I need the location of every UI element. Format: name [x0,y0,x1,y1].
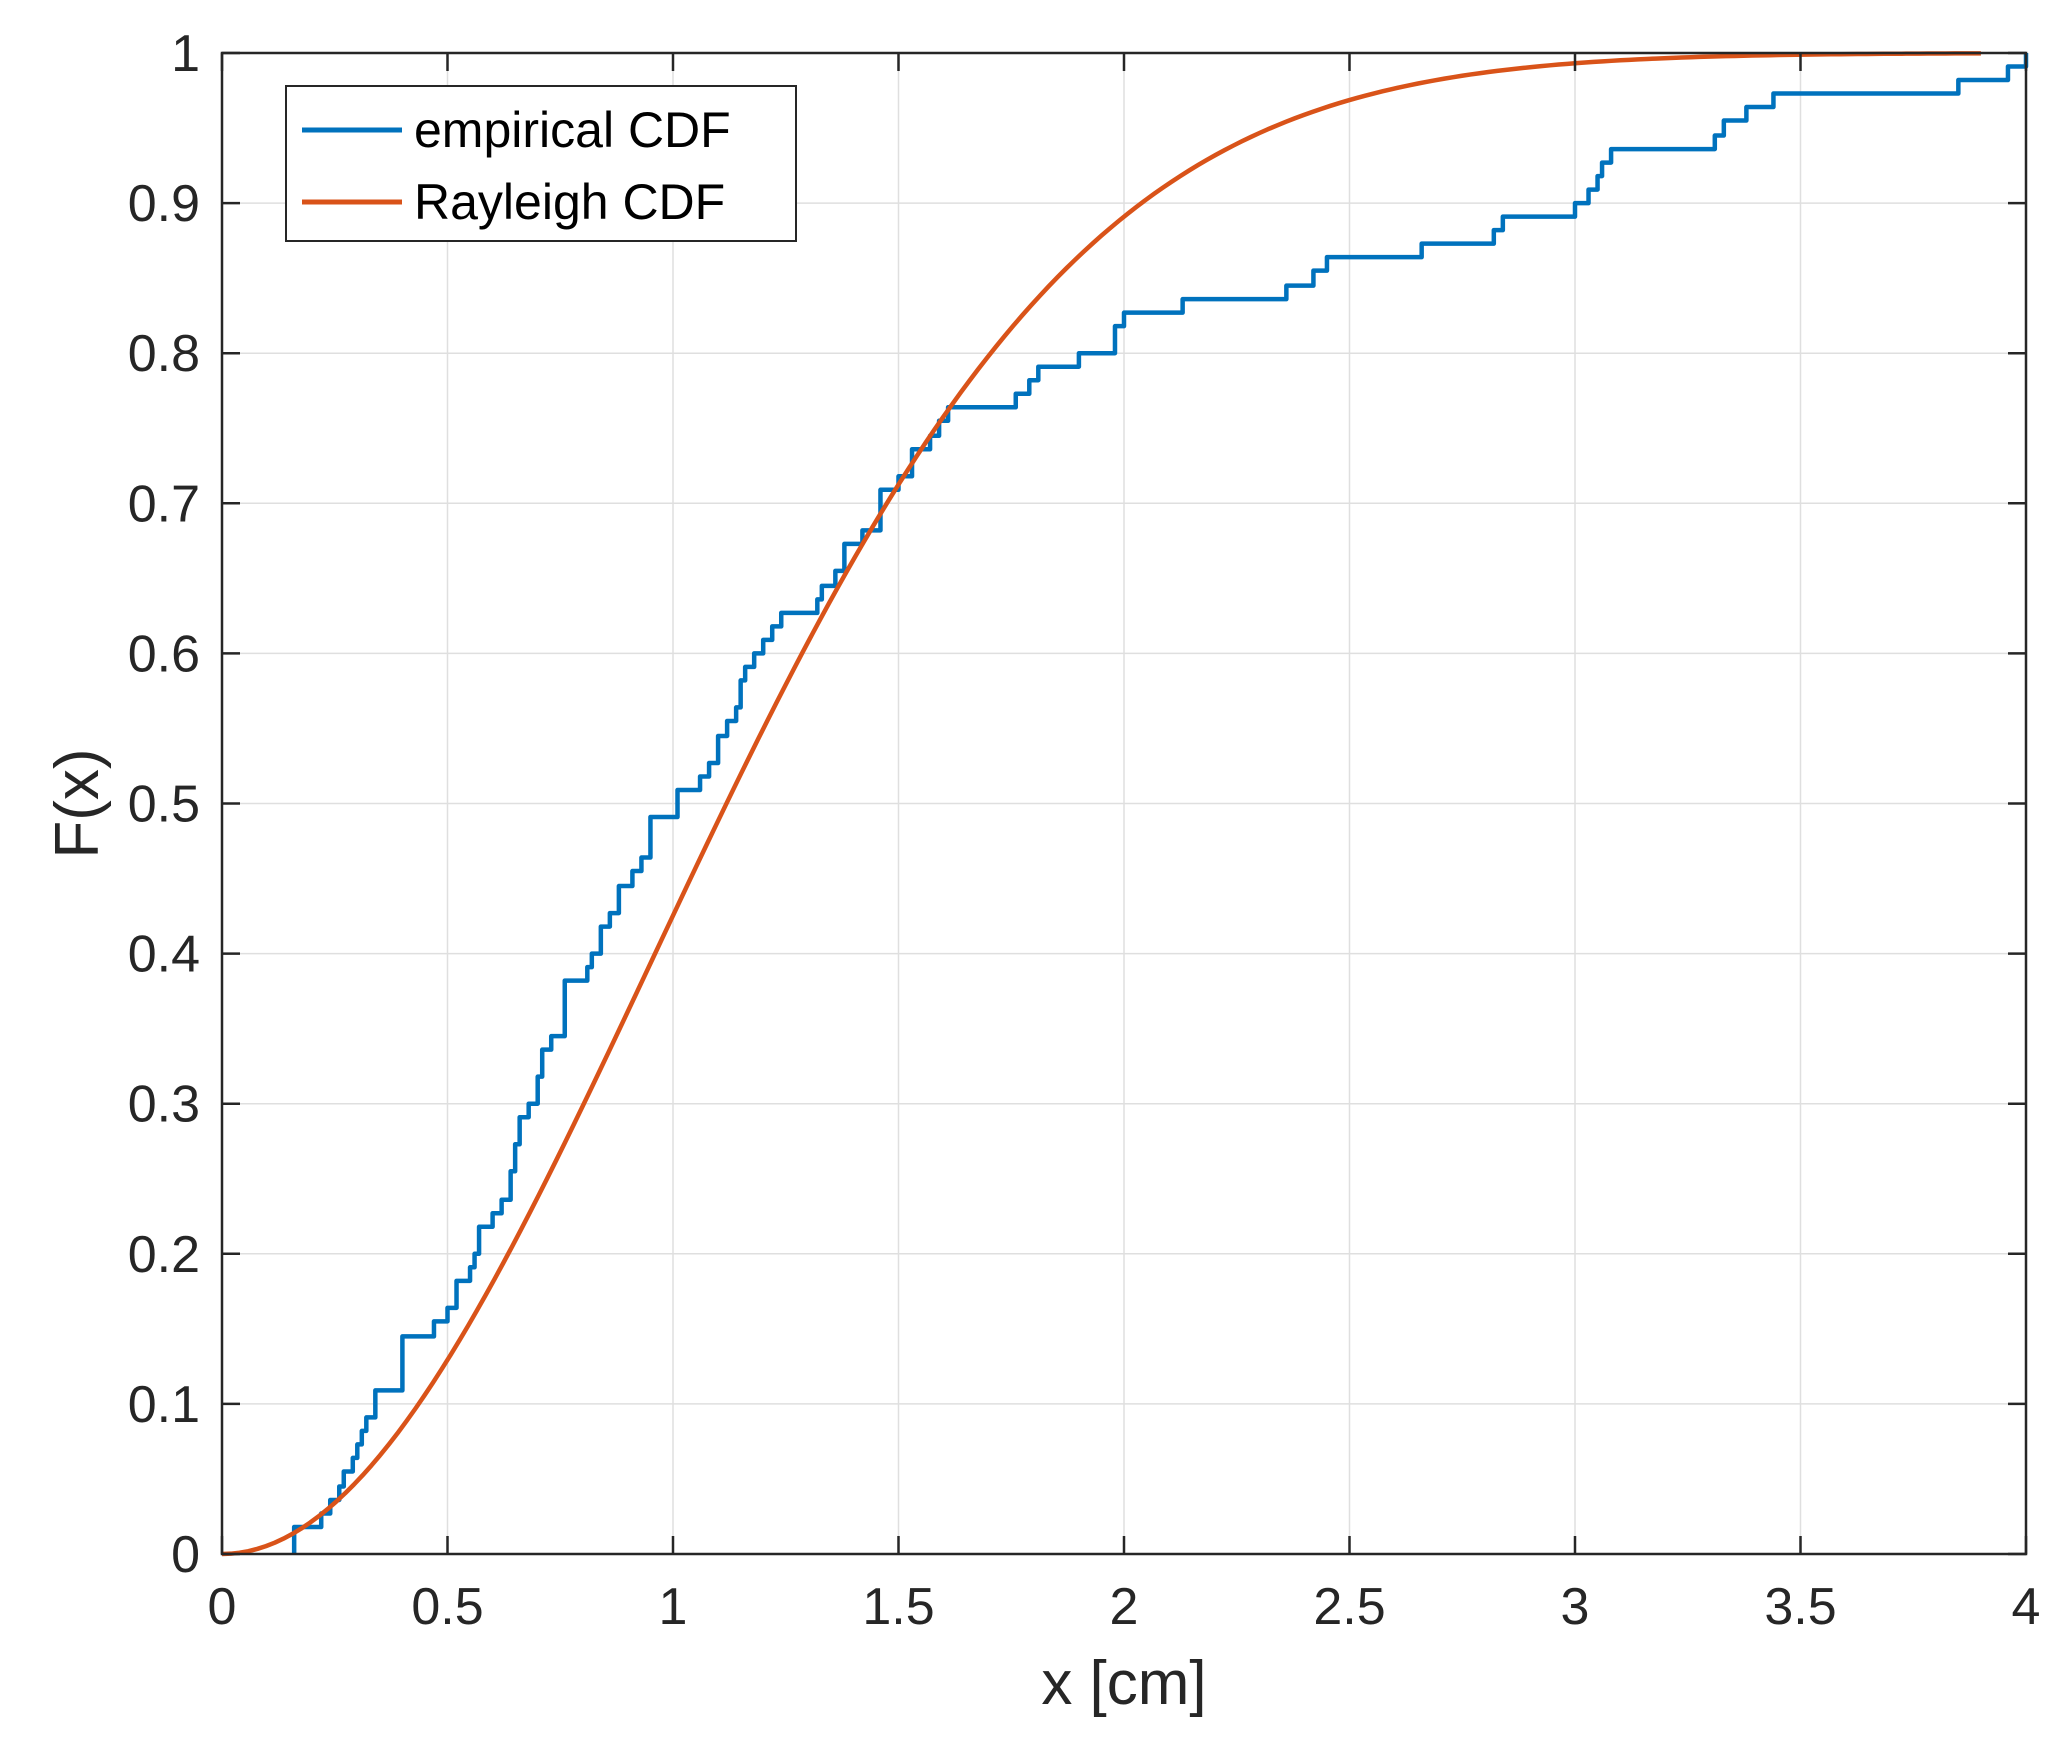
y-tick-label: 0.9 [128,175,200,233]
y-tick-label: 0.2 [128,1226,200,1284]
legend: empirical CDF Rayleigh CDF [285,85,797,242]
y-tick-label: 1 [171,25,200,83]
x-tick-label: 0 [208,1578,237,1636]
y-tick-label: 0.7 [128,475,200,533]
x-tick-label: 0.5 [411,1578,483,1636]
y-tick-label: 0 [171,1526,200,1584]
x-tick-label: 4 [2012,1578,2041,1636]
x-tick-label: 3.5 [1764,1578,1836,1636]
x-axis-label: x [cm] [1041,1649,1206,1718]
y-tick-label: 0.6 [128,625,200,683]
y-axis-label: F(x) [43,748,112,858]
tick-labels: 0 0.5 1 1.5 2 2.5 3 3.5 4 0 0.1 0.2 0.3 0.4 0.5 0.6 0.7 0… [128,25,2041,1636]
series-line-empirical-cdf [291,53,2029,1554]
legend-label-empirical: empirical CDF [414,102,731,158]
y-tick-label: 0.3 [128,1076,200,1134]
y-tick-label: 0.5 [128,776,200,834]
x-tick-label: 1.5 [862,1578,934,1636]
x-tick-label: 1 [659,1578,688,1636]
series-line-rayleigh-cdf [221,51,1981,1557]
series-layer [221,51,2029,1557]
grid [222,53,2026,1554]
legend-box [285,85,797,242]
y-tick-label: 0.1 [128,1376,200,1434]
y-tick-label: 0.8 [128,325,200,383]
axes [220,51,2028,1556]
x-tick-label: 3 [1561,1578,1590,1636]
y-tick-label: 0.4 [128,926,200,984]
legend-label-rayleigh: Rayleigh CDF [414,174,725,230]
x-tick-label: 2 [1110,1578,1139,1636]
x-tick-label: 2.5 [1313,1578,1385,1636]
